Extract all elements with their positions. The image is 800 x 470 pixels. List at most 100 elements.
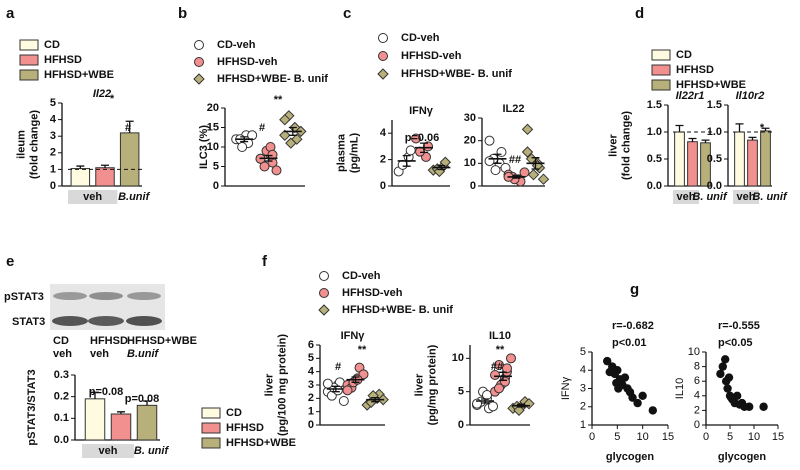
y-tick-label: 20: [464, 135, 476, 147]
legend-swatch: [651, 64, 671, 76]
error-bar: [351, 376, 360, 383]
y-tick-label: 5: [458, 386, 464, 398]
group-band: [82, 444, 134, 458]
annotation: #: [335, 361, 341, 373]
point: [484, 135, 495, 146]
point: [490, 165, 501, 176]
legend-swatch: [19, 69, 39, 81]
annotation: *: [760, 122, 765, 134]
y-tick-label: 0: [470, 180, 476, 192]
point: [519, 167, 530, 178]
blot-band: [53, 292, 87, 300]
bar: [70, 168, 91, 187]
x-tick-label: 0: [703, 431, 709, 443]
legend-marker: [378, 33, 388, 43]
y-tick-label: 0.5: [647, 153, 662, 165]
panel-title: Il22r1: [676, 90, 705, 102]
error-bar: [264, 154, 273, 162]
y-axis-label: liver: [607, 133, 619, 156]
y-axis-label: (fold change): [28, 110, 40, 179]
y-tick-label: 0: [213, 180, 219, 192]
blot-lane-label: HFHSD: [90, 335, 128, 347]
error-bar: [288, 126, 297, 136]
annotation: p=0.06: [405, 132, 440, 144]
annotation: **: [358, 344, 367, 356]
x-tick-label: 15: [662, 431, 674, 443]
point: [338, 396, 349, 406]
y-tick-label: 0.5: [707, 153, 722, 165]
annotation: ##: [491, 361, 503, 373]
point: [605, 367, 614, 377]
error-bar: [371, 397, 380, 403]
legend-marker: [319, 271, 329, 281]
blot-lane-label: veh: [90, 348, 109, 360]
point: [613, 366, 622, 375]
point: [237, 142, 248, 152]
y-tick-label: 1: [50, 163, 56, 175]
legend-marker: [377, 68, 389, 80]
blot-row-label: pSTAT3: [4, 291, 44, 303]
group-label: B. unif: [134, 445, 170, 457]
legend-label: CD: [226, 407, 242, 419]
legend-label: HFHSD-veh: [217, 56, 278, 68]
legend-swatch: [19, 39, 39, 51]
error-bar: [493, 153, 502, 164]
y-tick-label: 5: [213, 160, 219, 172]
y-tick-label: 5: [50, 97, 56, 109]
y-tick-label: 10: [464, 157, 476, 169]
legend-label: CD: [676, 49, 692, 61]
error-bar: [481, 398, 489, 404]
annotation: p=0.08: [89, 386, 124, 398]
legend-label: HFHSD: [44, 54, 82, 66]
legend-label: CD: [44, 39, 60, 51]
error-bar: [688, 137, 697, 142]
point: [513, 404, 525, 417]
point: [279, 129, 291, 142]
legend-swatch: [19, 54, 39, 66]
error-bar: [125, 120, 134, 133]
y-tick-label: 0: [308, 419, 314, 431]
point: [648, 406, 657, 415]
annotation: #: [125, 122, 131, 134]
point: [759, 402, 768, 411]
point: [527, 168, 540, 181]
error-bar: [531, 157, 540, 170]
group-label: veh: [737, 191, 756, 203]
y-tick-label: 1.0: [647, 126, 662, 138]
bar: [95, 167, 115, 187]
point: [633, 398, 642, 408]
legend-label: HFHSD+WBE: [676, 79, 746, 91]
y-tick-label: 0.0: [647, 180, 662, 192]
x-tick-label: 10: [748, 431, 760, 443]
point: [721, 355, 730, 364]
y-axis-label: (pg/mL): [348, 133, 360, 174]
annotation: ##: [509, 154, 521, 166]
group-band: [68, 190, 118, 204]
point: [496, 147, 507, 157]
legend-swatch: [651, 49, 671, 61]
point: [745, 402, 754, 411]
bar: [84, 398, 106, 441]
error-bar: [420, 142, 428, 153]
error-bar: [402, 154, 411, 167]
legend-marker: [319, 288, 329, 298]
y-axis-label: plasma: [335, 133, 347, 172]
legend-label: HFHSD: [226, 422, 264, 434]
point: [415, 146, 425, 157]
y-tick-label: 0.1: [54, 412, 69, 424]
point: [405, 145, 416, 156]
y-tick-label: 2: [694, 404, 700, 416]
point: [322, 378, 333, 389]
legend-marker: [194, 57, 204, 67]
point: [267, 149, 278, 160]
y-tick-label: 0.2: [54, 391, 69, 403]
point: [488, 401, 498, 412]
y-tick-label: 6: [308, 339, 314, 351]
y-axis-label: ILC3 (%): [198, 125, 210, 169]
x-tick-label: 5: [614, 431, 620, 443]
legend-marker: [194, 40, 204, 50]
y-tick-label: 2: [308, 392, 314, 404]
error-bar: [143, 400, 151, 406]
y-tick-label: 4: [308, 366, 315, 378]
group-label: B. unif: [692, 191, 728, 203]
